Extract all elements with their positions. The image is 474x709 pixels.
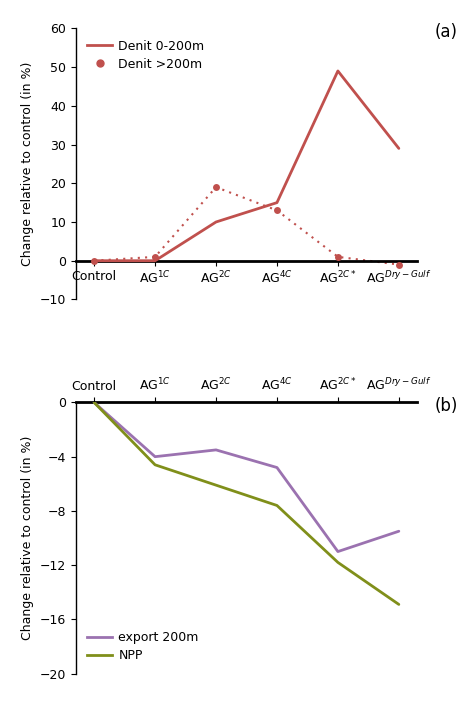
Text: (b): (b) [434,397,457,415]
Y-axis label: Change relative to control (in %): Change relative to control (in %) [21,436,34,640]
Legend: Denit 0-200m, Denit >200m: Denit 0-200m, Denit >200m [82,35,210,76]
Y-axis label: Change relative to control (in %): Change relative to control (in %) [21,62,34,266]
Text: (a): (a) [434,23,457,41]
Legend: export 200m, NPP: export 200m, NPP [82,626,204,667]
